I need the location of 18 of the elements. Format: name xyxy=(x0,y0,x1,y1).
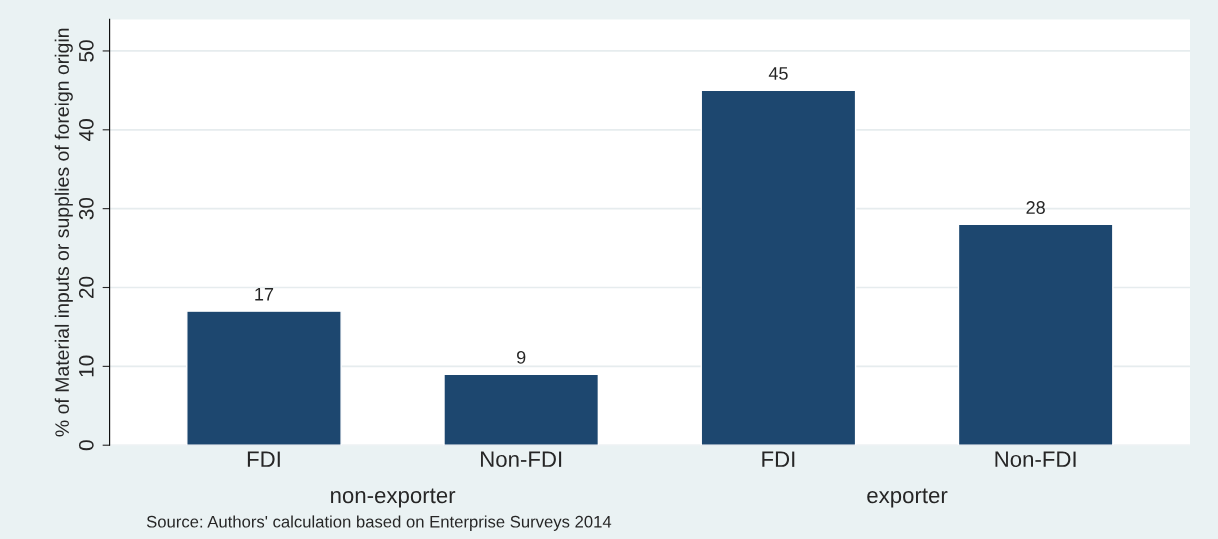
y-tick-label: 40 xyxy=(78,119,94,141)
y-tick-label: 30 xyxy=(78,197,94,220)
x-tick-label: Non-FDI xyxy=(995,451,1076,468)
data-label: 45 xyxy=(768,67,788,80)
y-axis-title: % of Material inputs or supplies of foreign origin xyxy=(54,28,73,437)
text: non-exporter xyxy=(331,488,456,508)
x-tick-label: FDI xyxy=(762,451,795,467)
data-label: 28 xyxy=(1026,201,1045,214)
y-tick-label: 10 xyxy=(78,355,94,377)
data-label: 9 xyxy=(517,350,526,364)
y-tick-label: 50 xyxy=(78,40,94,62)
x-tick-label: Non-FDI xyxy=(481,451,562,468)
x-tick-label: FDI xyxy=(247,451,280,467)
text: exporter xyxy=(867,488,948,508)
data-label: 17 xyxy=(255,288,274,301)
y-tick-label: 20 xyxy=(78,276,94,299)
y-tick-label: 0 xyxy=(78,440,94,451)
source-note: Source: Authors' calculation based on Enterprise Surveys 2014 xyxy=(146,515,612,531)
